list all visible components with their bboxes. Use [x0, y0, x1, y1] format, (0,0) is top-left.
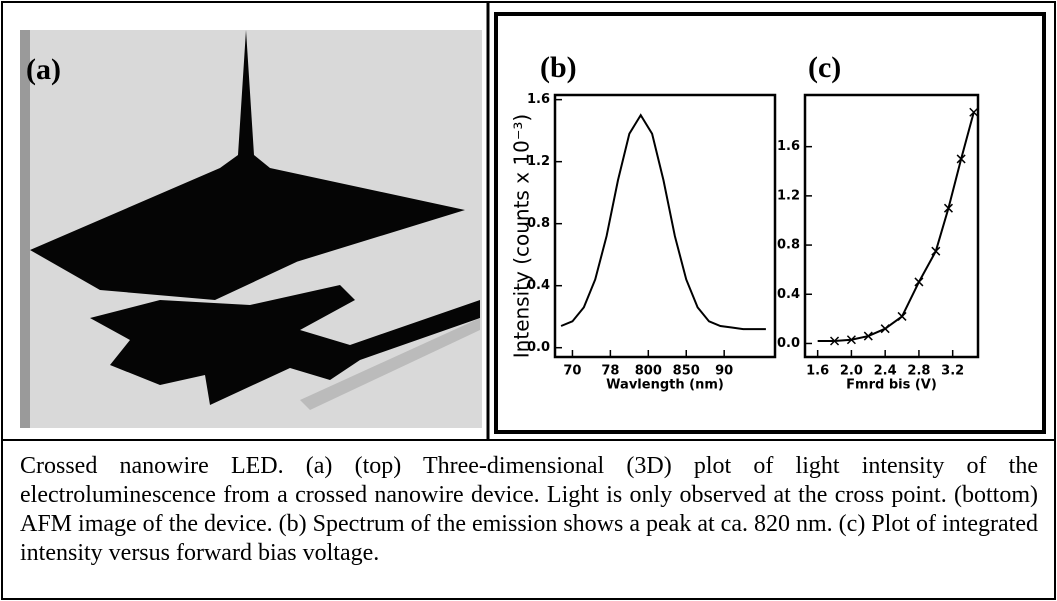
- x-axis-label: Fmrd bis (V): [846, 378, 937, 393]
- y-axis-label: Intensity (counts x 10⁻³): [510, 114, 534, 358]
- y-tick-label: 0.8: [777, 238, 800, 253]
- x-tick-label: 90: [715, 364, 733, 379]
- plot-frame: [555, 95, 775, 357]
- x-axis-label: Wavlength (nm): [606, 378, 724, 393]
- x-tick-label: 70: [563, 364, 581, 379]
- data-line: [561, 115, 766, 329]
- y-tick-label: 1.6: [777, 139, 800, 154]
- data-marker: [881, 325, 889, 333]
- y-tick-label: 1.2: [777, 188, 800, 203]
- plot-title: (c): [808, 51, 841, 84]
- x-tick-label: 2.8: [907, 364, 930, 379]
- afm-image: (a): [20, 30, 482, 428]
- plot-title: (b): [540, 51, 577, 84]
- y-tick-label: 0.0: [777, 336, 800, 351]
- figure: (a) (b) 0.0 0.4 0.8 1.2 1.6 70 78 800 850 90Wavlen…: [0, 0, 1057, 601]
- x-tick-label: 2.0: [840, 364, 863, 379]
- data-line: [818, 112, 974, 341]
- image-edge: [20, 30, 30, 428]
- data-marker: [915, 278, 923, 286]
- panel-label: (a): [26, 53, 61, 86]
- x-tick-label: 850: [673, 364, 700, 379]
- y-tick-label: 1.6: [527, 92, 550, 107]
- x-tick-label: 3.2: [941, 364, 964, 379]
- plot-frame: [805, 95, 978, 357]
- caption: Crossed nanowire LED. (a) (top) Three-di…: [20, 452, 1038, 568]
- y-tick-label: 0.4: [777, 287, 800, 302]
- x-tick-label: 1.6: [806, 364, 829, 379]
- data-marker: [898, 312, 906, 320]
- x-tick-label: 78: [601, 364, 619, 379]
- x-tick-label: 2.4: [874, 364, 897, 379]
- x-tick-label: 800: [635, 364, 662, 379]
